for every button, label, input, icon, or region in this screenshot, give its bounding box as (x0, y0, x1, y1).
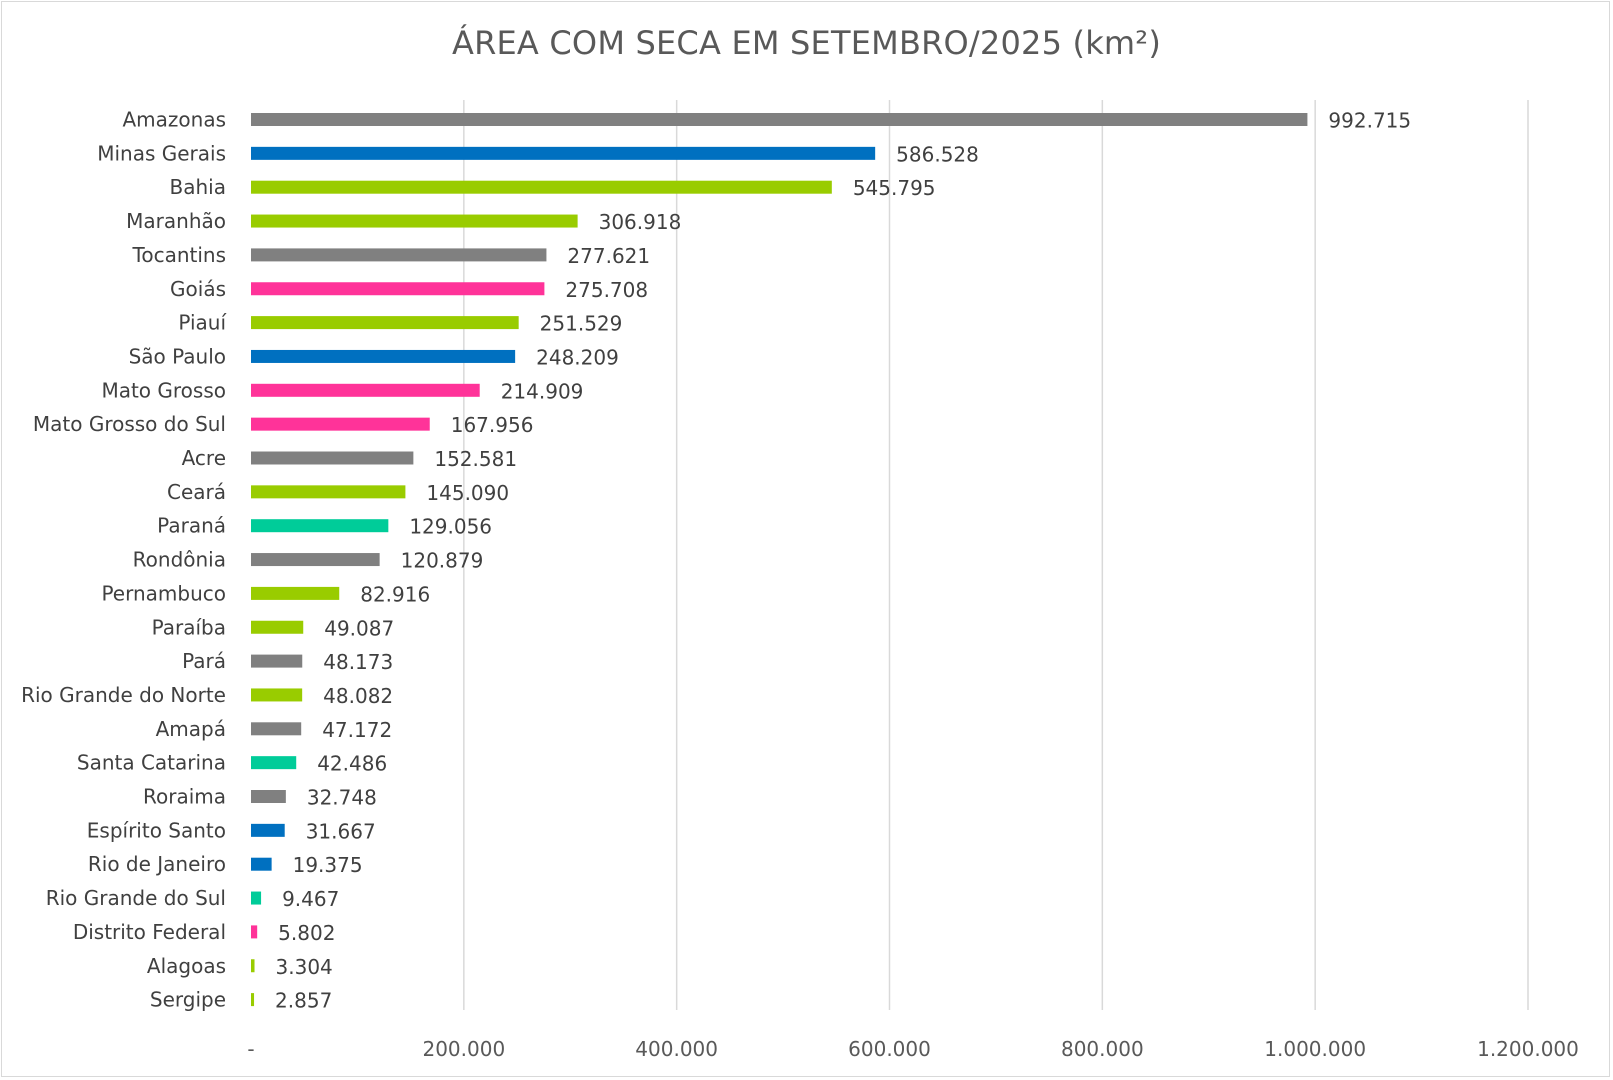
data-label: 31.667 (306, 819, 376, 843)
category-label: Minas Gerais (97, 141, 226, 165)
category-label: Paraná (157, 514, 226, 538)
x-tick-label: 800.000 (1061, 1037, 1144, 1061)
category-label: Ceará (167, 480, 226, 504)
category-label: Distrito Federal (73, 920, 226, 944)
x-axis-tick-labels: - 200.000 400.000 600.000 800.000 1.000.000 1.… (247, 1037, 1579, 1061)
category-label: São Paulo (129, 344, 226, 368)
x-tick-label: 200.000 (422, 1037, 505, 1061)
category-label: Rio de Janeiro (88, 852, 226, 876)
category-label: Amapá (156, 717, 226, 741)
bar (251, 857, 272, 871)
bar (251, 180, 832, 194)
data-label: 5.802 (278, 921, 335, 945)
category-label: Bahia (170, 175, 226, 199)
x-tick-label: - (247, 1037, 254, 1061)
data-label: 48.173 (323, 650, 393, 674)
category-label: Amazonas (122, 108, 226, 132)
data-label: 19.375 (293, 853, 363, 877)
category-label: Maranhão (126, 209, 226, 233)
category-label: Rio Grande do Sul (46, 886, 226, 910)
bar (251, 925, 258, 939)
bar (251, 316, 519, 330)
data-label: 82.916 (360, 582, 430, 606)
bar (251, 146, 876, 160)
bar (251, 790, 286, 803)
category-label: Rio Grande do Norte (21, 683, 226, 707)
category-label: Pará (182, 649, 226, 673)
bar (251, 891, 262, 905)
bar (251, 823, 285, 837)
category-label: Rondônia (133, 548, 226, 572)
bars (251, 113, 1308, 1007)
value-labels: 992.715 586.528 545.795 306.918 277.621 275.7… (275, 109, 1411, 1013)
data-label: 277.621 (567, 244, 650, 268)
data-label: 214.909 (501, 379, 584, 403)
category-label: Mato Grosso do Sul (33, 412, 226, 436)
data-label: 2.857 (275, 989, 332, 1013)
gridlines (463, 100, 1529, 1010)
data-label: 9.467 (282, 887, 339, 911)
data-label: 129.056 (409, 515, 492, 539)
data-label: 145.090 (426, 481, 509, 505)
bar (251, 519, 389, 533)
bar (251, 417, 430, 431)
x-tick-label: 400.000 (635, 1037, 718, 1061)
category-label: Sergipe (150, 988, 226, 1012)
category-label: Acre (182, 446, 226, 470)
bar (251, 688, 303, 702)
bar (251, 248, 547, 262)
category-label: Goiás (170, 277, 226, 301)
category-label: Santa Catarina (77, 751, 226, 775)
data-label: 248.209 (536, 345, 619, 369)
bar (251, 485, 406, 499)
data-label: 545.795 (853, 176, 936, 200)
data-label: 120.879 (401, 549, 484, 573)
category-label: Mato Grosso (101, 378, 226, 402)
bar (251, 620, 304, 634)
data-label: 49.087 (324, 616, 394, 640)
x-tick-label: 1.200.000 (1477, 1037, 1579, 1061)
bar (251, 756, 297, 770)
chart-title: ÁREA COM SECA EM SETEMBRO/2025 (km²) (451, 24, 1162, 62)
data-label: 32.748 (307, 786, 377, 810)
category-label: Alagoas (147, 954, 226, 978)
bar (251, 553, 380, 567)
x-tick-label: 600.000 (848, 1037, 931, 1061)
category-labels: Amazonas Minas Gerais Bahia Maranhão Tocanti… (21, 108, 227, 1012)
data-label: 42.486 (317, 752, 387, 776)
category-label: Pernambuco (101, 581, 226, 605)
data-label: 992.715 (1328, 109, 1411, 133)
bar (251, 993, 255, 1007)
category-label: Paraíba (152, 615, 226, 639)
bar (251, 586, 340, 600)
category-label: Piauí (178, 311, 227, 335)
bar (251, 451, 414, 465)
bar (251, 214, 578, 228)
data-label: 251.529 (540, 312, 623, 336)
x-tick-label: 1.000.000 (1264, 1037, 1366, 1061)
bar (251, 349, 516, 363)
bar (251, 959, 255, 973)
bar (251, 282, 545, 296)
data-label: 306.918 (599, 210, 682, 234)
data-label: 275.708 (565, 278, 648, 302)
data-label: 167.956 (451, 413, 534, 437)
bar (251, 113, 1308, 126)
data-label: 152.581 (434, 447, 517, 471)
bar (251, 383, 480, 397)
data-label: 3.304 (276, 955, 333, 979)
category-label: Roraima (143, 785, 226, 809)
data-label: 48.082 (323, 684, 393, 708)
category-label: Tocantins (132, 243, 226, 267)
data-label: 586.528 (896, 142, 979, 166)
data-label: 47.172 (322, 718, 392, 742)
bar (251, 654, 303, 668)
category-label: Espírito Santo (87, 818, 226, 842)
bar (251, 722, 302, 736)
